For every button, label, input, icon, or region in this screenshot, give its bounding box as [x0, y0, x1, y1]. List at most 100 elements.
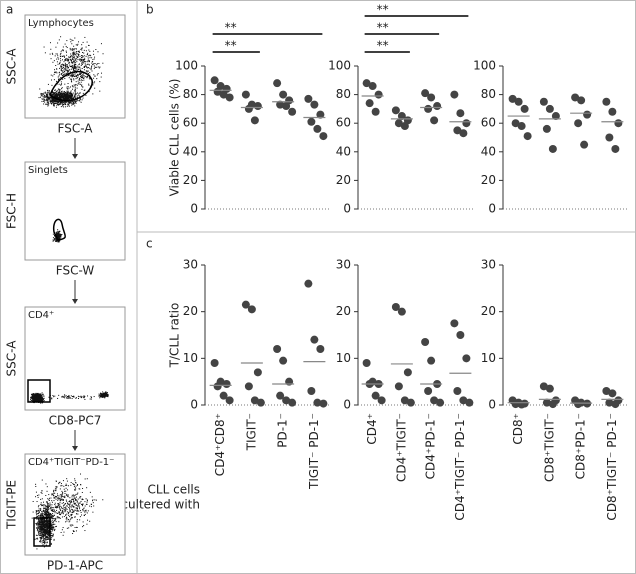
event-dot — [59, 103, 61, 105]
event-dot — [81, 58, 83, 60]
event-dot — [65, 518, 67, 520]
event-dot — [37, 522, 39, 524]
event-dot — [41, 527, 43, 529]
data-point — [424, 387, 433, 395]
event-dot — [53, 91, 55, 93]
event-dot — [37, 397, 39, 399]
event-dot — [40, 527, 42, 529]
event-dot — [70, 525, 72, 527]
event-dot — [55, 96, 57, 98]
event-dot — [61, 92, 63, 94]
event-dot — [61, 90, 63, 92]
event-dot — [64, 396, 66, 398]
event-dot — [60, 53, 62, 55]
event-dot — [51, 52, 53, 54]
y-tick-label: 20 — [336, 173, 351, 187]
event-dot — [75, 66, 77, 68]
event-dot — [67, 95, 69, 97]
event-dot — [69, 69, 71, 71]
event-dot — [47, 531, 49, 533]
event-dot — [44, 96, 46, 98]
event-dot — [55, 65, 57, 67]
event-dot — [73, 530, 75, 532]
event-dot — [43, 504, 45, 506]
event-dot — [36, 523, 38, 525]
event-dot — [69, 101, 71, 103]
event-dot — [73, 48, 75, 50]
event-dot — [73, 511, 75, 513]
event-dot — [84, 57, 86, 59]
event-dot — [39, 514, 41, 516]
event-dot — [59, 91, 61, 93]
event-dot — [54, 93, 56, 95]
event-dot — [86, 512, 88, 514]
event-dot — [66, 508, 68, 510]
event-dot — [65, 94, 67, 96]
event-dot — [92, 500, 94, 502]
event-dot — [53, 79, 55, 81]
data-point — [548, 400, 557, 409]
event-dot — [61, 105, 63, 107]
x-tick-label: TIGIT⁻ — [244, 413, 258, 451]
event-dot — [60, 51, 62, 53]
event-dot — [95, 499, 97, 501]
row-label: CLL cells — [148, 483, 200, 497]
event-dot — [31, 394, 33, 396]
event-dot — [47, 516, 49, 518]
event-dot — [52, 515, 54, 517]
event-dot — [54, 238, 56, 240]
event-dot — [53, 511, 55, 513]
event-dot — [72, 506, 74, 508]
event-dot — [59, 236, 61, 238]
event-dot — [34, 538, 36, 540]
event-dot — [61, 88, 63, 90]
event-dot — [51, 94, 53, 96]
event-dot — [82, 510, 84, 512]
event-dot — [40, 498, 42, 500]
event-dot — [39, 520, 41, 522]
event-dot — [51, 79, 53, 81]
event-dot — [74, 527, 76, 529]
event-dot — [40, 530, 42, 532]
event-dot — [39, 526, 41, 528]
event-dot — [31, 517, 33, 519]
plot-frame — [24, 453, 126, 556]
event-dot — [48, 538, 50, 540]
event-dot — [45, 536, 47, 538]
gate-label: CD4⁺ — [28, 310, 54, 321]
axis-label: SSC-A — [5, 340, 19, 377]
event-dot — [51, 493, 53, 495]
event-dot — [40, 513, 42, 515]
event-dot — [69, 62, 71, 64]
event-dot — [61, 499, 63, 501]
event-dot — [82, 526, 84, 528]
event-dot — [77, 484, 79, 486]
event-dot — [41, 521, 43, 523]
event-dot — [70, 66, 72, 68]
x-tick-label: TIGIT⁻ PD-1⁻ — [307, 413, 321, 490]
event-dot — [62, 93, 64, 95]
event-dot — [72, 511, 74, 513]
event-dot — [52, 529, 54, 531]
event-dot — [100, 396, 102, 398]
y-tick-label: 0 — [190, 202, 198, 216]
event-dot — [62, 49, 64, 51]
event-dot — [71, 55, 73, 57]
event-dot — [64, 78, 66, 80]
event-dot — [56, 61, 58, 63]
event-dot — [43, 510, 45, 512]
event-dot — [39, 400, 41, 402]
event-dot — [76, 509, 78, 511]
event-dot — [69, 507, 71, 509]
event-dot — [60, 84, 62, 86]
event-dot — [46, 528, 48, 530]
event-dot — [57, 235, 59, 237]
event-dot — [51, 530, 53, 532]
event-dot — [58, 231, 60, 233]
event-dot — [80, 58, 82, 60]
event-dot — [60, 100, 62, 102]
event-dot — [74, 499, 76, 501]
event-dot — [43, 530, 45, 532]
event-dot — [75, 68, 77, 70]
event-dot — [45, 521, 47, 523]
